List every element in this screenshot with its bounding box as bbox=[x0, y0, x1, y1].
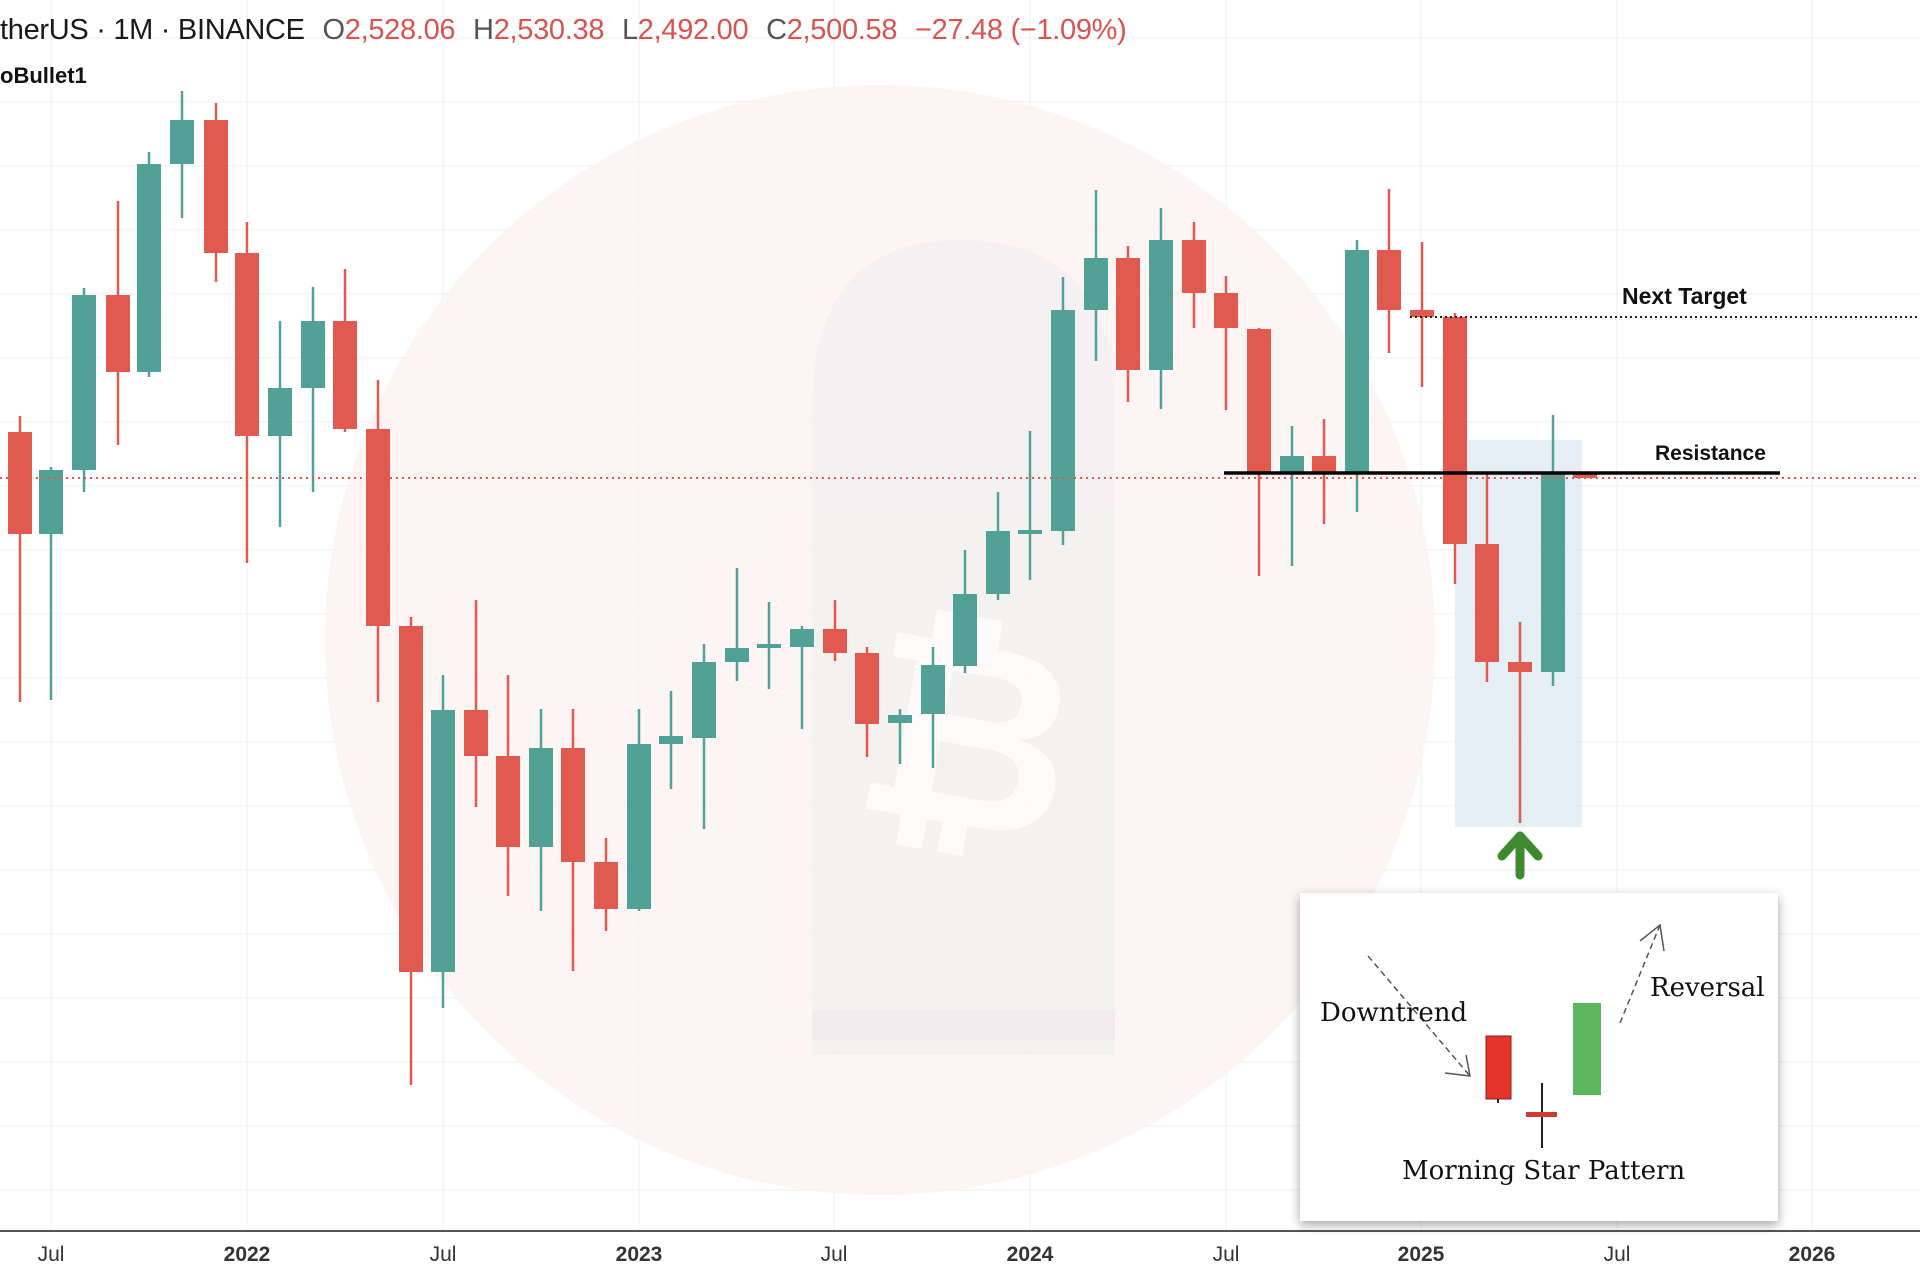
candle bbox=[823, 600, 847, 661]
reversal-label: Reversal bbox=[1650, 973, 1765, 1003]
x-tick-label: 2024 bbox=[1006, 1243, 1054, 1266]
candle bbox=[1410, 242, 1434, 387]
candle bbox=[1475, 473, 1499, 682]
candle bbox=[137, 152, 161, 377]
candle bbox=[333, 269, 357, 432]
candle bbox=[594, 838, 618, 931]
next-target-label: Next Target bbox=[1622, 283, 1747, 309]
exchange: BINANCE bbox=[177, 14, 305, 46]
candles bbox=[8, 91, 1597, 1085]
author-name: oBullet1 bbox=[0, 63, 87, 88]
candle bbox=[1247, 328, 1271, 576]
candle bbox=[1018, 431, 1042, 580]
candle bbox=[1084, 190, 1108, 361]
interval[interactable]: 1M bbox=[113, 14, 154, 46]
candle bbox=[855, 647, 879, 757]
candle bbox=[953, 550, 977, 673]
morning-star-diagram bbox=[1367, 923, 1665, 1148]
pattern-title: Morning Star Pattern bbox=[1402, 1156, 1686, 1186]
up-arrow-icon bbox=[1497, 831, 1543, 880]
candle bbox=[366, 380, 390, 702]
candle bbox=[1377, 189, 1401, 353]
x-tick-label: Jul bbox=[1603, 1243, 1631, 1266]
candle bbox=[268, 321, 292, 527]
low-value: 2,492.00 bbox=[637, 14, 749, 46]
candle bbox=[1116, 246, 1140, 402]
close-value: 2,500.58 bbox=[786, 14, 898, 46]
candle bbox=[725, 568, 749, 681]
symbol-header[interactable]: therUS · 1M · BINANCE O2,528.06 H2,530.3… bbox=[0, 14, 1127, 46]
candle bbox=[106, 201, 130, 445]
open-value: 2,528.06 bbox=[344, 14, 456, 46]
resistance-label: Resistance bbox=[1655, 442, 1766, 465]
candle bbox=[1508, 622, 1532, 823]
candle bbox=[529, 709, 553, 911]
x-tick-label: Jul bbox=[1212, 1243, 1240, 1266]
candle bbox=[301, 287, 325, 492]
candle bbox=[431, 675, 455, 1008]
candle bbox=[1051, 277, 1075, 545]
candle bbox=[170, 91, 194, 218]
candle bbox=[1443, 313, 1467, 584]
change-value: −27.48 (−1.09%) bbox=[914, 14, 1127, 46]
candle bbox=[692, 644, 716, 829]
x-tick-label: Jul bbox=[37, 1243, 65, 1266]
candle bbox=[399, 617, 423, 1085]
downtrend-label: Downtrend bbox=[1320, 998, 1468, 1028]
symbol-name: therUS bbox=[0, 14, 89, 46]
candle bbox=[464, 600, 488, 807]
x-tick-label: Jul bbox=[429, 1243, 457, 1266]
x-tick-label: 2026 bbox=[1788, 1243, 1836, 1266]
candle bbox=[888, 709, 912, 764]
x-tick-label: 2022 bbox=[223, 1243, 271, 1266]
candle bbox=[235, 222, 259, 563]
candle bbox=[921, 647, 945, 768]
downtrend-arrow-icon bbox=[1367, 955, 1471, 1077]
x-tick-label: Jul bbox=[820, 1243, 848, 1266]
candle bbox=[1214, 276, 1238, 410]
high-value: 2,530.38 bbox=[493, 14, 605, 46]
reversal-arrow-icon bbox=[1619, 923, 1665, 1024]
candle bbox=[39, 467, 63, 700]
candle bbox=[659, 691, 683, 789]
candle bbox=[1182, 222, 1206, 328]
candle bbox=[790, 626, 814, 729]
x-tick-label: 2025 bbox=[1397, 1243, 1445, 1266]
candle bbox=[204, 103, 228, 282]
candle bbox=[496, 675, 520, 896]
candle bbox=[8, 416, 32, 702]
candle bbox=[561, 709, 585, 971]
candle bbox=[1280, 426, 1304, 566]
x-tick-label: 2023 bbox=[615, 1243, 663, 1266]
candle bbox=[1345, 240, 1369, 512]
annotation-lines bbox=[0, 316, 1920, 479]
candle bbox=[1541, 415, 1565, 686]
candle bbox=[1149, 208, 1173, 409]
candle bbox=[757, 602, 781, 689]
candle bbox=[986, 492, 1010, 600]
morning-star-inset: Downtrend Reversal Morning Star Pattern bbox=[1300, 893, 1778, 1221]
candle bbox=[627, 709, 651, 911]
candle bbox=[72, 288, 96, 492]
